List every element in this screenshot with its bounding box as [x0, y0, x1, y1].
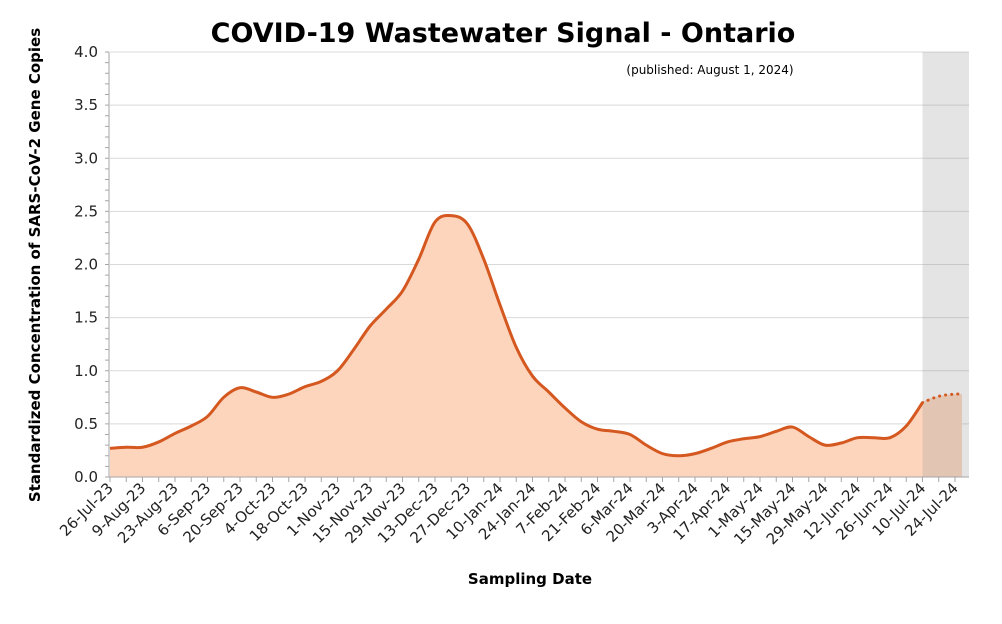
y-tick-label: 2.5: [74, 202, 98, 220]
y-tick-label: 0.0: [74, 468, 98, 486]
chart-title: COVID-19 Wastewater Signal - Ontario: [211, 18, 796, 49]
y-tick-label: 0.5: [74, 415, 98, 433]
y-tick-label: 3.5: [74, 96, 98, 114]
x-axis-label: Sampling Date: [468, 570, 592, 588]
y-tick-label: 1.0: [74, 362, 98, 380]
provisional-shaded-region: [922, 52, 969, 477]
y-tick-label: 3.0: [74, 149, 98, 167]
published-annotation: (published: August 1, 2024): [626, 63, 793, 77]
y-tick-label: 4.0: [74, 43, 98, 61]
y-axis-label: Standardized Concentration of SARS-CoV-2…: [26, 28, 44, 502]
series-line: [109, 213, 924, 458]
y-tick-label: 2.0: [74, 256, 98, 274]
area-fill: [110, 215, 962, 477]
y-tick-label: 1.5: [74, 309, 98, 327]
plot-area: 0.00.51.01.52.02.53.03.54.026-Jul-239-Au…: [56, 43, 969, 548]
provisional-series-line: [921, 392, 964, 405]
